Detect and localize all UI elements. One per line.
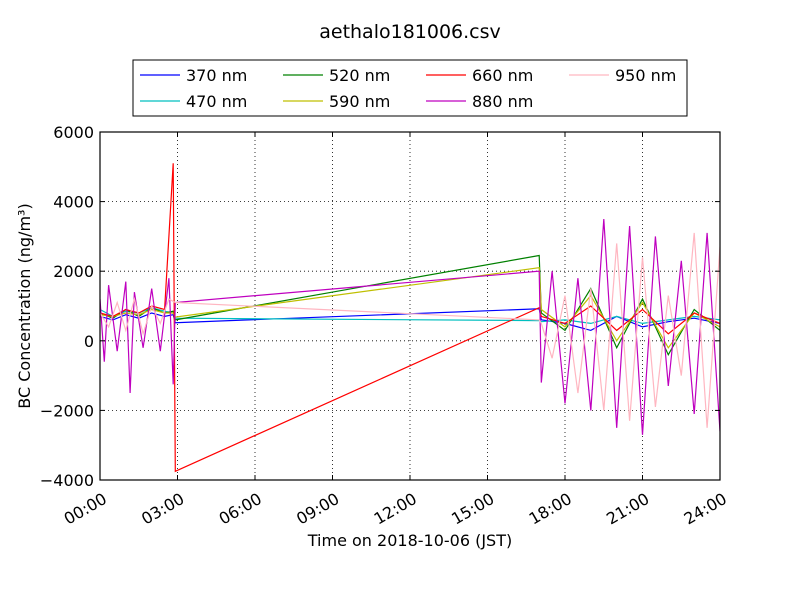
x-tick-label: 15:00 [448,489,497,529]
legend-label: 370 nm [186,66,247,85]
series-line-590-nm [100,267,720,349]
legend-label: 950 nm [615,66,676,85]
x-tick-label: 24:00 [681,489,730,529]
x-tick-label: 00:00 [61,489,110,529]
grid-layer [100,132,720,480]
legend-label: 590 nm [329,92,390,111]
y-tick-label: 0 [84,332,94,351]
y-tick-label: −2000 [40,401,94,420]
x-tick-label: 06:00 [216,489,265,529]
x-axis-title: Time on 2018-10-06 (JST) [307,531,512,550]
x-tick-label: 09:00 [293,489,342,529]
series-layer [100,163,720,473]
series-line-950-nm [100,232,720,428]
series-line-660-nm [100,163,720,473]
x-tick-label: 21:00 [603,489,652,529]
legend-label: 470 nm [186,92,247,111]
series-line-880-nm [100,218,720,435]
y-tick-label: 2000 [53,262,94,281]
legend-label: 520 nm [329,66,390,85]
legend-box [132,59,688,117]
x-tick-label: 03:00 [138,489,187,529]
y-axis-title: BC Concentration (ng/m³) [15,203,34,408]
legend: 370 nm 470 nm 520 nm 590 nm 660 nm 880 nm 950 … [132,59,688,117]
legend-label: 660 nm [472,66,533,85]
y-tick-label: 4000 [53,193,94,212]
x-tick-label: 12:00 [371,489,420,529]
x-tick-label: 18:00 [526,489,575,529]
chart-title: aethalo181006.csv [319,21,501,43]
y-tick-label: −4000 [40,471,94,490]
y-tick-label: 6000 [53,123,94,142]
legend-label: 880 nm [472,92,533,111]
